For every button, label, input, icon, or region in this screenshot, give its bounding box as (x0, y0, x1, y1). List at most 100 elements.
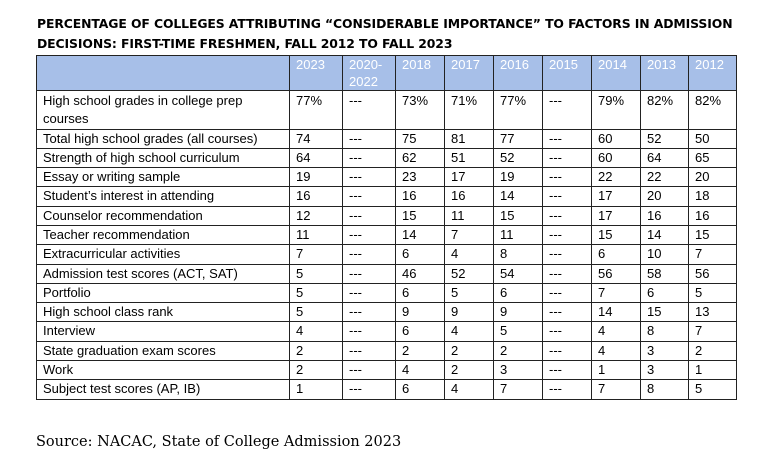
table-row: Portfolio 5 --- 6 5 6 --- 7 6 5 (36, 282, 737, 304)
value-cell: 13 (688, 302, 737, 323)
value-cell: 6 (493, 282, 543, 304)
value-cell: 6 (395, 282, 445, 304)
value-cell: 4 (444, 321, 494, 342)
year-header-cell: 2015 (542, 55, 592, 91)
value-cell: 82% (640, 90, 689, 130)
value-cell: 75 (395, 128, 445, 149)
value-cell: 5 (688, 379, 737, 400)
value-cell: 6 (395, 321, 445, 342)
value-cell: 5 (444, 282, 494, 304)
value-cell: 11 (289, 224, 343, 246)
value-cell: 77% (493, 90, 543, 130)
value-cell: 15 (591, 224, 641, 246)
value-cell: 62 (395, 147, 445, 169)
value-cell: 71% (444, 90, 494, 130)
value-cell: 6 (640, 282, 689, 304)
factor-label-cell: Student’s interest in attending (36, 186, 290, 207)
value-cell: 7 (688, 321, 737, 342)
value-cell: 23 (395, 167, 445, 188)
value-cell: 52 (444, 263, 494, 284)
year-header-cell: 2018 (395, 55, 445, 91)
value-cell: 9 (395, 302, 445, 323)
value-cell: --- (342, 224, 396, 246)
table-row: State graduation exam scores 2 --- 2 2 2 --- 4 3… (36, 340, 737, 362)
value-cell: 5 (289, 302, 343, 323)
value-cell: 6 (395, 379, 445, 400)
value-cell: 7 (444, 224, 494, 246)
value-cell: 1 (289, 379, 343, 400)
year-header-cell: 2014 (591, 55, 641, 91)
value-cell: 73% (395, 90, 445, 130)
value-cell: 20 (688, 167, 737, 188)
table-title-line-2: DECISIONS: FIRST-TIME FRESHMEN, FALL 201… (37, 36, 453, 51)
value-cell: 4 (444, 244, 494, 265)
value-cell: --- (342, 167, 396, 188)
value-cell: 7 (289, 244, 343, 265)
value-cell: 15 (395, 205, 445, 226)
value-cell: --- (542, 244, 592, 265)
value-cell: 5 (289, 263, 343, 284)
value-cell: 56 (591, 263, 641, 284)
value-cell: --- (342, 244, 396, 265)
value-cell: 22 (591, 167, 641, 188)
value-cell: 60 (591, 128, 641, 149)
value-cell: 82% (688, 90, 737, 130)
value-cell: --- (342, 340, 396, 362)
factor-label-cell: Strength of high school curriculum (36, 147, 290, 169)
table-row: Teacher recommendation 11 --- 14 7 11 --- 15 14 1… (36, 224, 737, 246)
value-cell: --- (342, 147, 396, 169)
value-cell: --- (542, 186, 592, 207)
factor-label-cell: Portfolio (36, 282, 290, 304)
value-cell: 15 (688, 224, 737, 246)
table-title: PERCENTAGE OF COLLEGES ATTRIBUTING “CONS… (37, 14, 757, 54)
value-cell: 15 (493, 205, 543, 226)
value-cell: --- (542, 205, 592, 226)
value-cell: 46 (395, 263, 445, 284)
value-cell: 17 (591, 186, 641, 207)
value-cell: 51 (444, 147, 494, 169)
value-cell: --- (542, 360, 592, 381)
value-cell: --- (342, 321, 396, 342)
value-cell: --- (342, 379, 396, 400)
value-cell: 77% (289, 90, 343, 130)
value-cell: 56 (688, 263, 737, 284)
year-header-part: 2022 (349, 74, 378, 89)
table-header: 2023 2020- 2022 2018 2017 2016 2015 2014 2013 201… (36, 55, 737, 91)
value-cell: --- (342, 282, 396, 304)
factor-label-cell: Counselor recommendation (36, 205, 290, 226)
value-cell: --- (542, 147, 592, 169)
factor-label-cell: State graduation exam scores (36, 340, 290, 362)
table-row: Extracurricular activities 7 --- 6 4 8 --- 6 10 7 (36, 244, 737, 265)
value-cell: 4 (591, 340, 641, 362)
year-header-cell: 2012 (688, 55, 737, 91)
value-cell: 5 (289, 282, 343, 304)
year-header-cell: 2023 (289, 55, 343, 91)
corner-header-cell (36, 55, 290, 91)
year-header-cell: 2020- 2022 (342, 55, 396, 91)
source-note: Source: NACAC, State of College Admissio… (36, 434, 402, 450)
table-row: Admission test scores (ACT, SAT) 5 --- 46 52… (36, 263, 737, 284)
value-cell: 74 (289, 128, 343, 149)
value-cell: 4 (395, 360, 445, 381)
factor-label-cell: Work (36, 360, 290, 381)
table-row: Interview 4 --- 6 4 5 --- 4 8 7 (36, 321, 737, 342)
year-header-part: 2020- (349, 57, 383, 72)
value-cell: --- (542, 263, 592, 284)
value-cell: 11 (444, 205, 494, 226)
value-cell: --- (542, 282, 592, 304)
factor-label-cell: Extracurricular activities (36, 244, 290, 265)
value-cell: 6 (395, 244, 445, 265)
value-cell: --- (342, 205, 396, 226)
value-cell: 4 (289, 321, 343, 342)
factor-label-cell: Interview (36, 321, 290, 342)
value-cell: 19 (493, 167, 543, 188)
value-cell: 12 (289, 205, 343, 226)
value-cell: --- (342, 360, 396, 381)
value-cell: 2 (395, 340, 445, 362)
table-body: High school grades in college prep cours… (36, 90, 737, 400)
value-cell: 19 (289, 167, 343, 188)
value-cell: 16 (688, 205, 737, 226)
table-row: Total high school grades (all courses) 74… (36, 128, 737, 149)
value-cell: 5 (493, 321, 543, 342)
value-cell: 7 (688, 244, 737, 265)
